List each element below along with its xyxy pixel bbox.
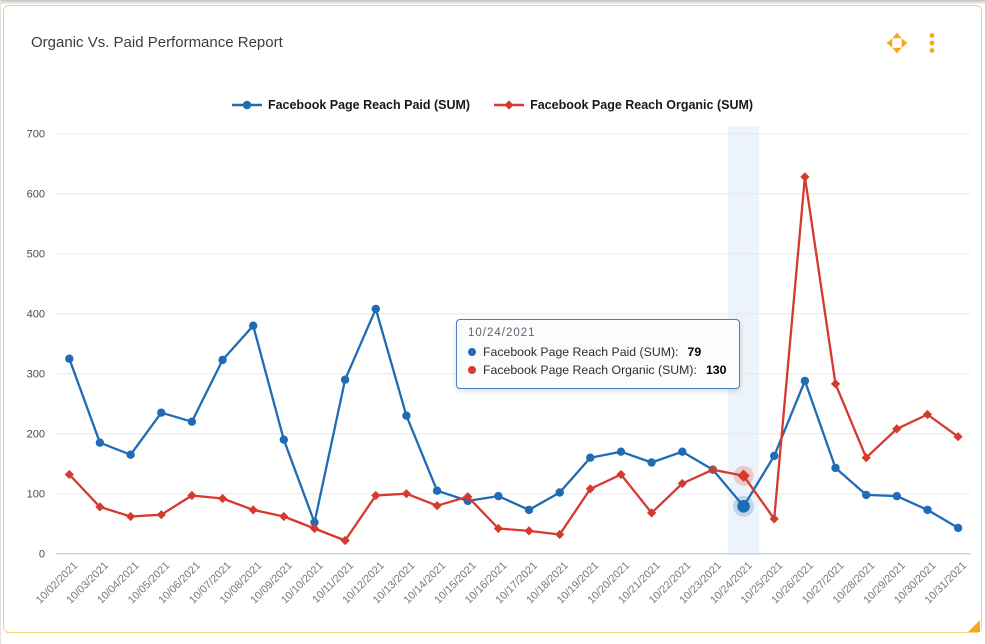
widget-header-actions	[886, 32, 943, 54]
data-point[interactable]	[310, 518, 319, 527]
gridlines	[56, 133, 970, 555]
data-point[interactable]	[187, 417, 197, 426]
kebab-menu-icon[interactable]	[921, 32, 943, 54]
data-point[interactable]	[555, 488, 564, 497]
data-point[interactable]	[401, 489, 412, 499]
highlighted-points[interactable]	[733, 465, 755, 517]
data-point[interactable]	[156, 510, 166, 520]
data-point[interactable]	[95, 438, 105, 447]
data-point[interactable]	[432, 501, 442, 511]
data-point[interactable]	[432, 486, 442, 495]
legend-item-paid[interactable]: Facebook Page Reach Paid (SUM)	[231, 98, 471, 112]
svg-text:200: 200	[27, 429, 45, 441]
data-point[interactable]	[953, 432, 963, 442]
organic-legend-marker-icon	[494, 100, 525, 110]
organic-series-dot-icon	[468, 366, 476, 374]
data-point[interactable]	[677, 478, 687, 489]
data-point[interactable]	[831, 463, 840, 473]
widget-title: Organic Vs. Paid Performance Report	[31, 34, 283, 51]
data-point[interactable]	[157, 408, 166, 417]
legend-item-organic[interactable]: Facebook Page Reach Organic (SUM)	[494, 98, 753, 112]
series-paid	[65, 304, 963, 533]
data-point[interactable]	[524, 505, 534, 515]
data-point[interactable]	[248, 505, 258, 515]
move-icon[interactable]	[886, 32, 908, 54]
tooltip-row-organic: Facebook Page Reach Organic (SUM): 130	[468, 361, 726, 379]
data-point[interactable]	[218, 355, 227, 365]
data-point[interactable]	[64, 469, 74, 480]
legend-label-organic: Facebook Page Reach Organic (SUM)	[530, 98, 754, 112]
data-point[interactable]	[463, 492, 473, 502]
svg-text:500: 500	[27, 249, 45, 261]
tooltip-organic-value: 130	[705, 363, 727, 377]
data-point[interactable]	[494, 491, 503, 501]
data-point[interactable]	[126, 450, 135, 459]
data-point[interactable]	[187, 490, 197, 501]
data-point[interactable]	[218, 493, 228, 504]
y-axis-labels: 0 100 200 300 400 500 600 700	[27, 129, 45, 561]
data-point[interactable]	[524, 526, 534, 536]
chart-tooltip: 10/24/2021 Facebook Page Reach Paid (SUM…	[456, 319, 741, 389]
chart-legend: Facebook Page Reach Paid (SUM) Facebook …	[4, 98, 981, 112]
paid-legend-marker-icon	[231, 100, 262, 110]
data-point[interactable]	[371, 304, 380, 314]
data-point[interactable]	[402, 411, 411, 420]
data-point[interactable]	[769, 514, 779, 524]
tooltip-paid-label: Facebook Page Reach Paid (SUM):	[483, 345, 679, 359]
data-point[interactable]	[586, 453, 595, 462]
tooltip-row-paid: Facebook Page Reach Paid (SUM): 79	[468, 343, 726, 361]
svg-text:300: 300	[27, 369, 45, 381]
data-point[interactable]	[953, 523, 963, 533]
data-point[interactable]	[923, 505, 932, 515]
data-point[interactable]	[249, 321, 258, 330]
data-point[interactable]	[340, 535, 350, 546]
window-left-edge	[0, 0, 1, 644]
data-point[interactable]	[555, 529, 565, 540]
data-point[interactable]	[647, 508, 657, 518]
paid-series-dot-icon	[468, 348, 476, 356]
data-point[interactable]	[616, 447, 626, 456]
data-point[interactable]	[708, 465, 718, 475]
data-point[interactable]	[65, 354, 74, 363]
data-point[interactable]	[340, 375, 350, 384]
tooltip-organic-label: Facebook Page Reach Organic (SUM):	[483, 363, 697, 377]
svg-text:0: 0	[39, 549, 45, 561]
tooltip-paid-value: 79	[687, 345, 702, 359]
data-point[interactable]	[309, 523, 320, 534]
data-point[interactable]	[862, 490, 871, 500]
data-point[interactable]	[371, 490, 381, 501]
data-point[interactable]	[892, 424, 902, 434]
svg-text:100: 100	[27, 489, 45, 501]
series-organic	[64, 172, 963, 546]
data-point[interactable]	[647, 458, 656, 467]
data-point[interactable]	[800, 376, 810, 386]
data-point[interactable]	[861, 453, 871, 463]
svg-text:700: 700	[27, 129, 45, 141]
tooltip-date: 10/24/2021	[468, 327, 536, 339]
data-point[interactable]	[922, 409, 933, 420]
legend-label-paid: Facebook Page Reach Paid (SUM)	[267, 98, 471, 112]
data-point[interactable]	[830, 379, 841, 389]
data-point[interactable]	[95, 502, 105, 512]
data-point[interactable]	[770, 451, 779, 461]
data-point[interactable]	[678, 447, 687, 456]
data-point[interactable]	[279, 511, 289, 522]
window-top-edge	[0, 0, 986, 4]
data-point[interactable]	[493, 523, 503, 534]
data-point[interactable]	[585, 484, 595, 494]
report-widget-card: Organic Vs. Paid Performance Report	[3, 5, 982, 633]
svg-text:600: 600	[27, 189, 45, 201]
x-axis-labels: 10/02/202110/03/202110/04/202110/05/2021…	[34, 560, 970, 607]
data-point[interactable]	[892, 491, 901, 501]
svg-text:400: 400	[27, 309, 45, 321]
resize-handle-icon[interactable]	[968, 619, 980, 632]
data-point[interactable]	[616, 469, 626, 480]
data-point[interactable]	[800, 172, 810, 182]
data-point[interactable]	[126, 511, 136, 522]
data-point[interactable]	[279, 435, 288, 444]
